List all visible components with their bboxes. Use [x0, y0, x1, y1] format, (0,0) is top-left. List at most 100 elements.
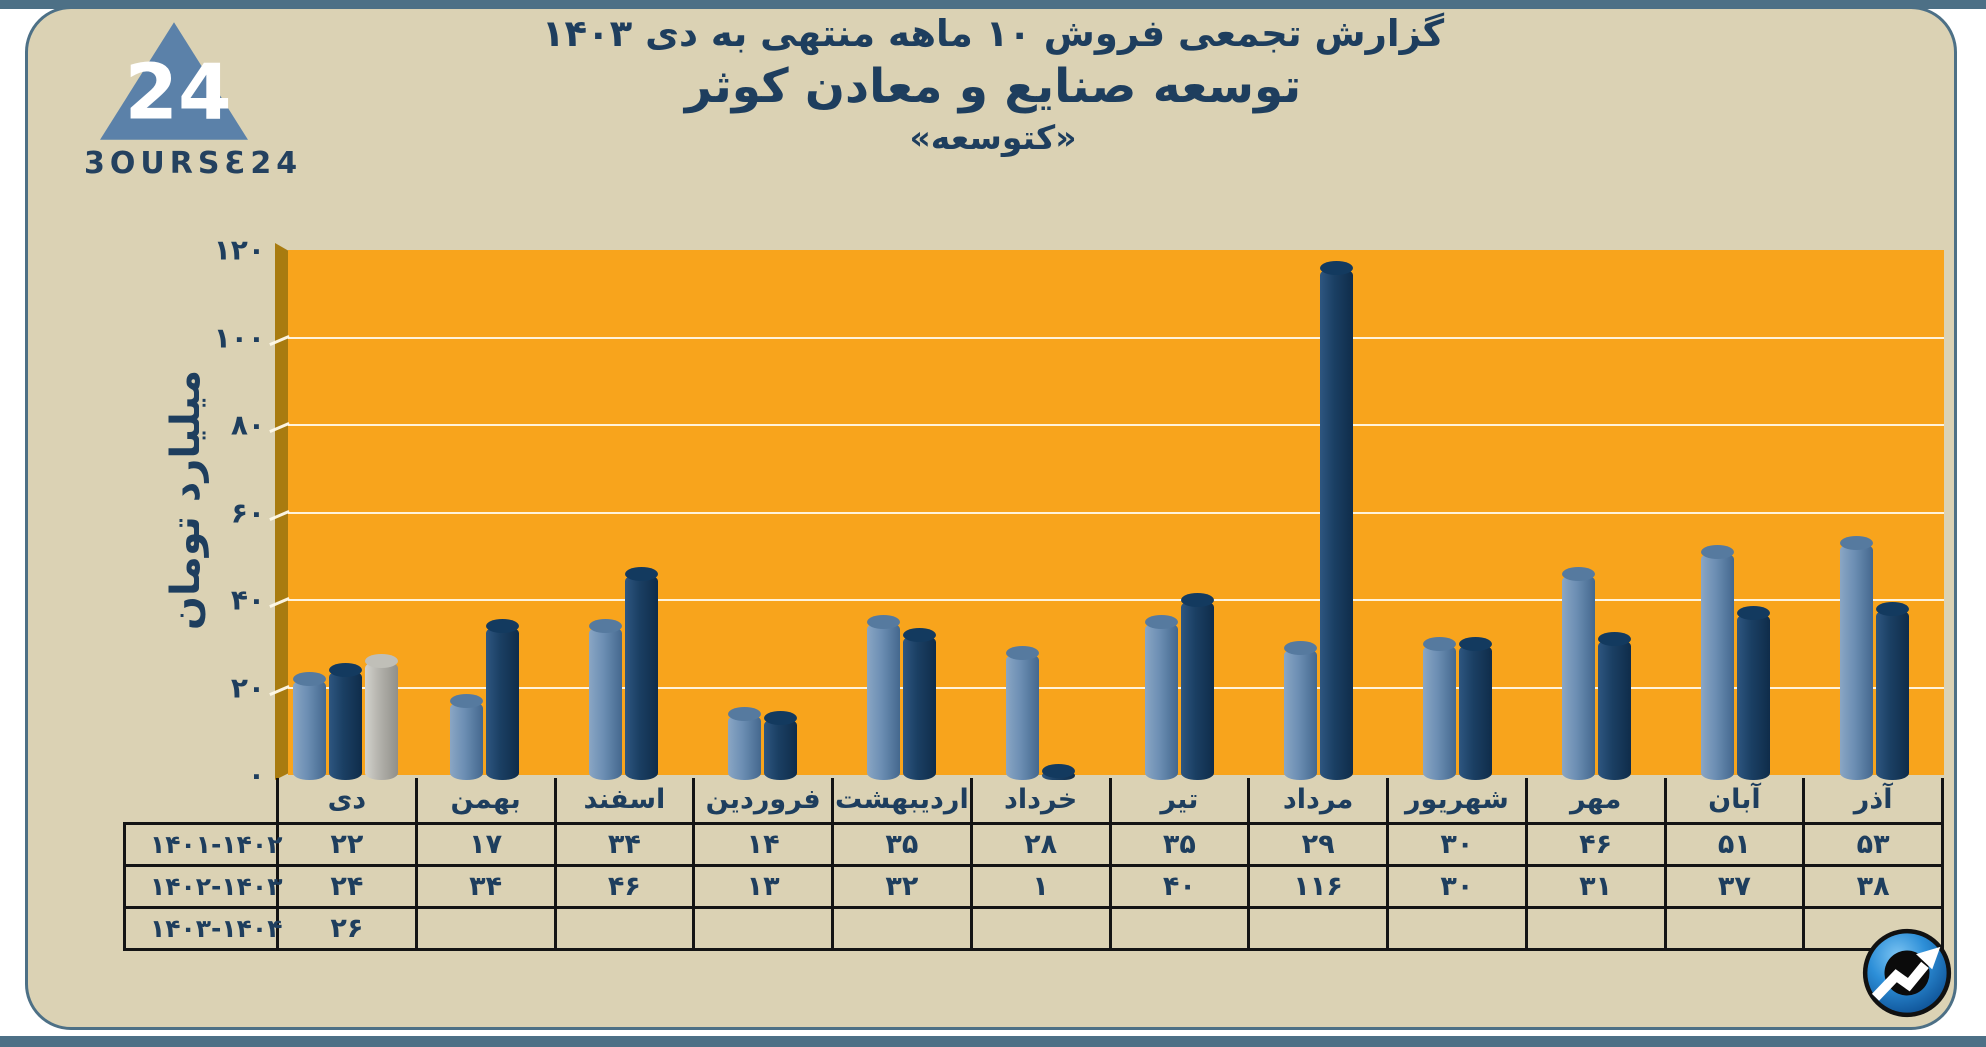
legend-cell: ۱۴۰۲-۱۴۰۳ [123, 863, 282, 909]
value-cell-بهمن [414, 905, 557, 951]
value-cell-اسفند: ۴۶ [553, 863, 696, 909]
value-cell-فروردین: ۱۴ [692, 821, 834, 867]
series-row: ۱۴۰۱-۱۴۰۲ ۲۲ ۱۷ ۳۴ ۱۴ ۳۵ ۲۸ ۳۵ ۲۹ ۳۰ ۴۶ ۵۱ ۵۳ [123, 821, 1944, 867]
value-cell-بهمن: ۱۷ [414, 821, 557, 867]
value-cell-مرداد: ۱۱۶ [1247, 863, 1389, 909]
value-cell-مرداد: ۲۹ [1247, 821, 1389, 867]
month-label: آذر [1802, 778, 1944, 825]
month-label: مهر [1524, 778, 1667, 825]
bourse24-wordmark: 3OURSƐ24 [84, 146, 303, 181]
bourse24-triangle-icon: 24 [100, 22, 248, 140]
legend-cell: ۱۴۰۱-۱۴۰۲ [123, 821, 282, 867]
bar-۱۴۰۱-۱۴۰۲-شهریور [1423, 636, 1456, 780]
series-row: ۱۴۰۳-۱۴۰۴ ۲۶ [123, 905, 1944, 951]
bar-۱۴۰۱-۱۴۰۲-آذر [1840, 536, 1873, 780]
value-cell-خرداد [969, 905, 1112, 951]
logo-24-glyph: 24 [124, 48, 231, 137]
gridline [288, 599, 1944, 601]
month-label: اسفند [553, 778, 696, 825]
month-label: آبان [1663, 778, 1806, 825]
month-label: خرداد [969, 778, 1112, 825]
value-cell-آبان: ۵۱ [1663, 821, 1806, 867]
value-cell-مرداد [1247, 905, 1389, 951]
y-tick-label: ۱۲۰ [213, 233, 265, 267]
value-cell-اردیبهشت: ۳۲ [831, 863, 973, 909]
bar-۱۴۰۱-۱۴۰۲-آبان [1701, 544, 1734, 780]
month-label: مرداد [1247, 778, 1389, 825]
bar-۱۴۰۱-۱۴۰۲-فروردین [728, 706, 761, 780]
bar-۱۴۰۱-۱۴۰۲-تیر [1145, 614, 1178, 780]
value-cell-دی: ۲۴ [276, 863, 418, 909]
chart-title-ticker: «کتوسعه» [909, 117, 1077, 157]
legend-year-range: ۱۴۰۳-۱۴۰۴ [150, 913, 283, 943]
blank-cell [125, 778, 278, 823]
value-cell-بهمن: ۳۴ [414, 863, 557, 909]
bar-۱۴۰۳-۱۴۰۴-دی [365, 654, 398, 780]
value-cell-آذر: ۵۳ [1802, 821, 1944, 867]
value-cell-تیر [1108, 905, 1251, 951]
y-tick-label: ۱۰۰ [213, 321, 265, 354]
value-cell-فروردین: ۱۳ [692, 863, 834, 909]
bourse24-logo: 24 3OURSƐ24 [84, 20, 303, 181]
legend-cell: ۱۴۰۳-۱۴۰۴ [123, 905, 282, 951]
value-cell-تیر: ۳۵ [1108, 821, 1251, 867]
gridline [288, 336, 1944, 339]
top-frame-strip [0, 0, 1986, 9]
bar-۱۴۰۱-۱۴۰۲-اردیبهشت [867, 614, 900, 780]
bar-۱۴۰۱-۱۴۰۲-اسفند [589, 619, 622, 780]
value-cell-آذر: ۳۸ [1802, 863, 1944, 909]
bar-۱۴۰۲-۱۴۰۳-فروردین [764, 711, 797, 780]
y-tick-label: ۲۰ [230, 671, 265, 704]
value-cell-اسفند [553, 905, 696, 951]
value-cell-فروردین [692, 905, 834, 951]
bar-۱۴۰۲-۱۴۰۳-مهر [1598, 632, 1631, 780]
value-cell-آبان: ۳۷ [1663, 863, 1806, 909]
bar-۱۴۰۲-۱۴۰۳-خرداد [1042, 763, 1075, 780]
bar-۱۴۰۱-۱۴۰۲-خرداد [1006, 645, 1039, 780]
value-cell-اردیبهشت: ۳۵ [831, 821, 973, 867]
value-cell-شهریور: ۳۰ [1386, 863, 1528, 909]
value-cell-مهر [1524, 905, 1667, 951]
gridline [288, 686, 1944, 689]
bar-۱۴۰۲-۱۴۰۳-آبان [1737, 606, 1770, 780]
month-label: شهریور [1386, 778, 1528, 825]
stock-arrow-emblem-icon [1862, 928, 1952, 1018]
bar-۱۴۰۲-۱۴۰۳-اردیبهشت [903, 628, 936, 780]
month-label: اردیبهشت [831, 778, 973, 825]
value-cell-خرداد: ۱ [969, 863, 1112, 909]
value-cell-شهریور [1386, 905, 1528, 951]
value-cell-دی: ۲۶ [276, 905, 418, 951]
legend-year-range: ۱۴۰۱-۱۴۰۲ [150, 829, 283, 859]
bar-۱۴۰۱-۱۴۰۲-مرداد [1284, 641, 1317, 780]
value-cell-تیر: ۴۰ [1108, 863, 1251, 909]
legend-year-range: ۱۴۰۲-۱۴۰۳ [150, 871, 283, 901]
bar-۱۴۰۲-۱۴۰۳-آذر [1876, 601, 1909, 780]
y-tick-label: ۴۰ [230, 583, 265, 617]
y-tick-label: ۸۰ [230, 408, 265, 442]
value-cell-خرداد: ۲۸ [969, 821, 1112, 867]
bar-۱۴۰۲-۱۴۰۳-تیر [1181, 593, 1214, 780]
bar-۱۴۰۲-۱۴۰۳-دی [329, 663, 362, 780]
gridline [288, 511, 1944, 514]
value-cell-اردیبهشت [831, 905, 973, 951]
bar-۱۴۰۲-۱۴۰۳-مرداد [1320, 260, 1353, 780]
bar-۱۴۰۲-۱۴۰۳-شهریور [1459, 636, 1492, 780]
chart-title-line2: توسعه صنایع و معادن کوثر [684, 59, 1302, 115]
bar-۱۴۰۱-۱۴۰۲-دی [293, 671, 326, 780]
month-label: تیر [1108, 778, 1251, 825]
series-row: ۱۴۰۲-۱۴۰۳ ۲۴ ۳۴ ۴۶ ۱۳ ۳۲ ۱ ۴۰ ۱۱۶ ۳۰ ۳۱ ۳۷ ۳۸ [123, 863, 1944, 909]
y-tick-label: ۶۰ [230, 496, 265, 529]
chart-titles: گزارش تجمعی فروش ۱۰ ماهه منتهی به دی ۱۴۰… [60, 10, 1926, 160]
value-cell-مهر: ۴۶ [1524, 821, 1667, 867]
value-cell-دی: ۲۲ [276, 821, 418, 867]
bar-۱۴۰۲-۱۴۰۳-بهمن [486, 619, 519, 780]
month-label: فروردین [692, 778, 834, 825]
bar-۱۴۰۱-۱۴۰۲-مهر [1562, 566, 1595, 780]
chart-title-line1: گزارش تجمعی فروش ۱۰ ماهه منتهی به دی ۱۴۰… [541, 12, 1445, 55]
data-table: دی بهمن اسفند فروردین اردیبهشت خرداد تیر مرداد ش… [123, 778, 1944, 951]
month-header-row: دی بهمن اسفند فروردین اردیبهشت خرداد تیر مرداد ش… [125, 778, 1944, 825]
bottom-frame-strip [0, 1036, 1986, 1047]
value-cell-اسفند: ۳۴ [553, 821, 696, 867]
y-tick-label: ۰ [247, 758, 265, 792]
